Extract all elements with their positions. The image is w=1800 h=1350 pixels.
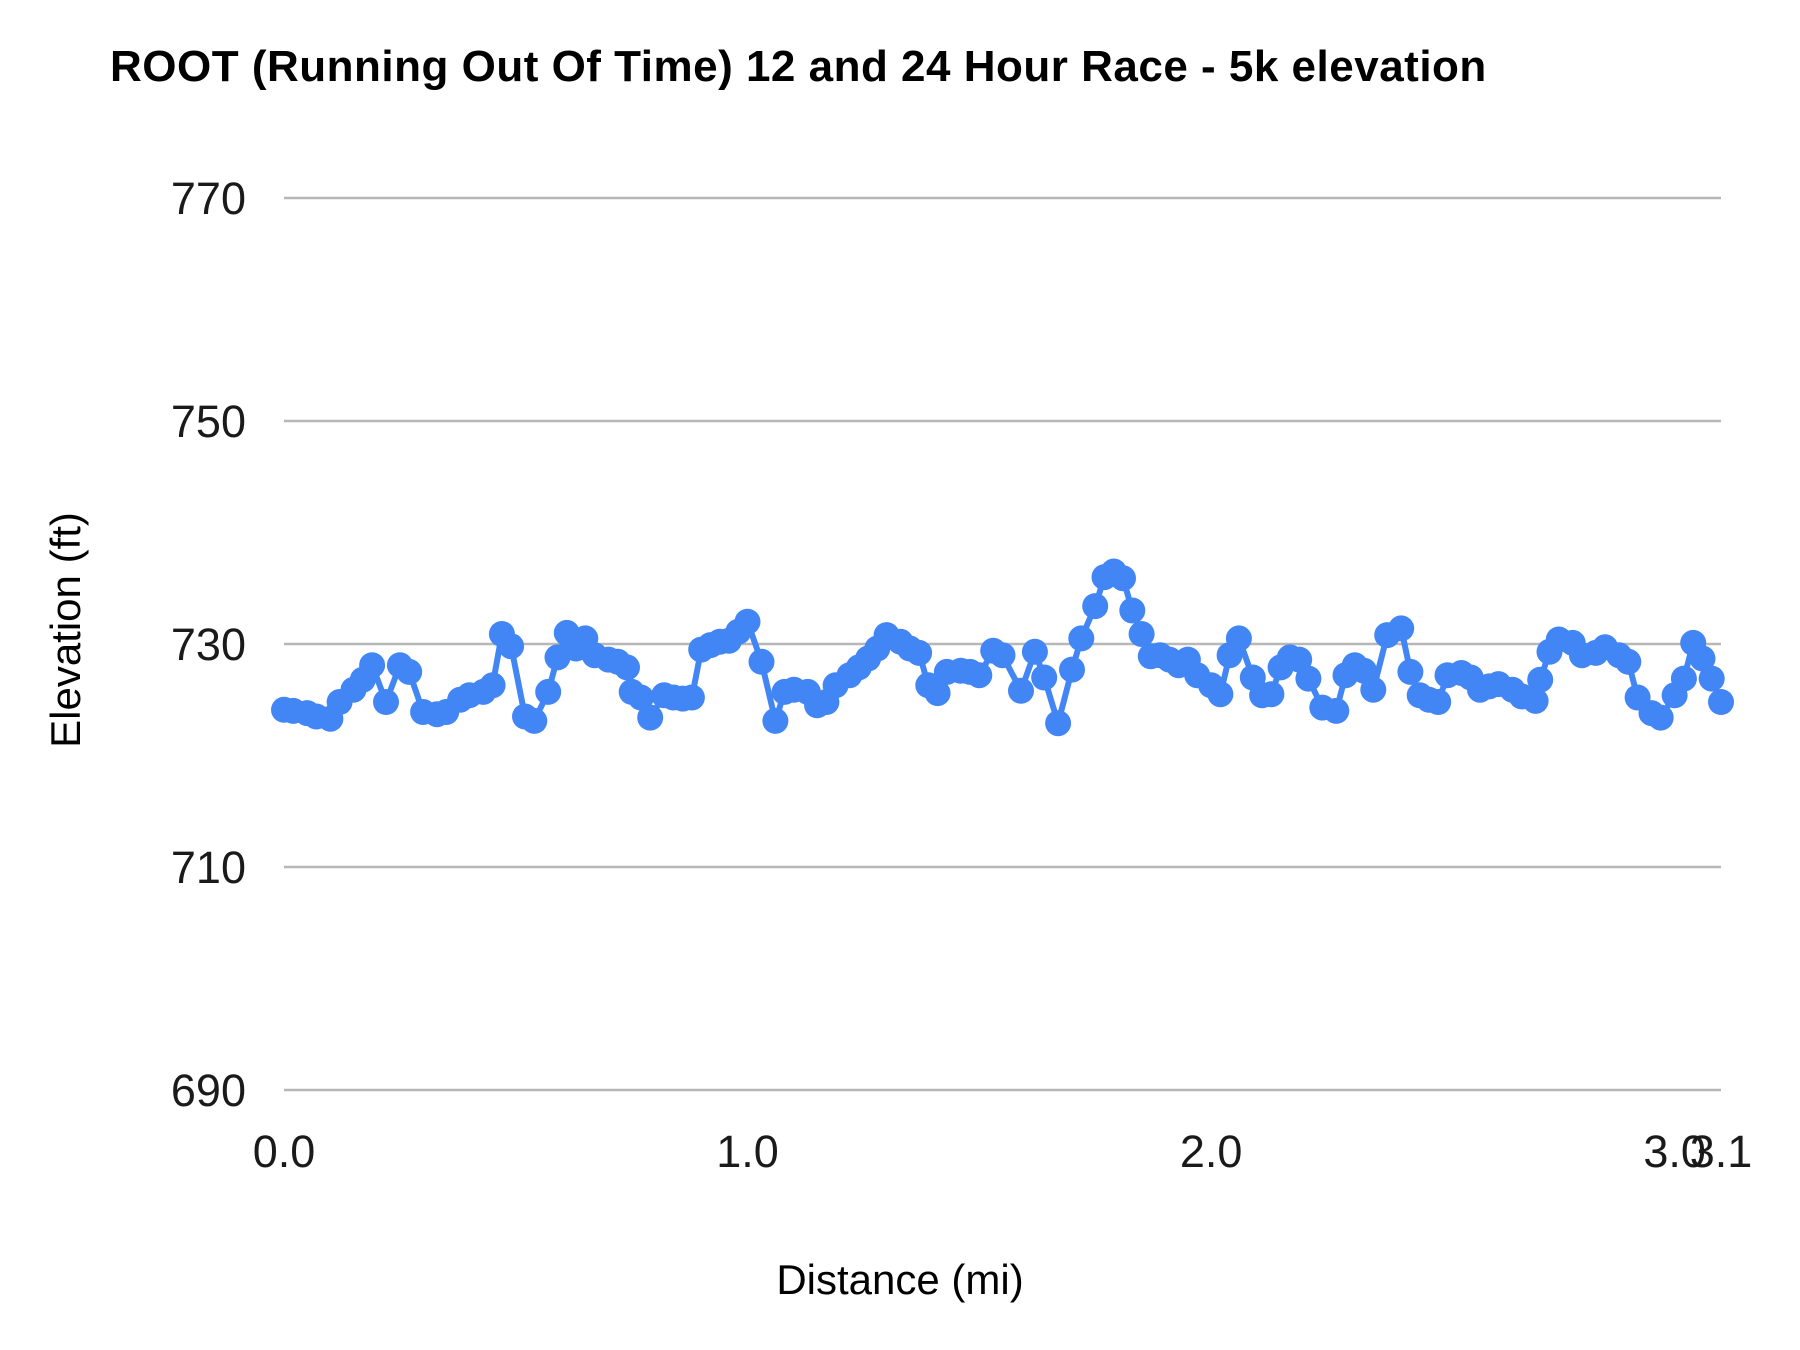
y-tick-label-710: 710 (171, 842, 246, 893)
data-point-marker (1698, 665, 1725, 692)
data-point-marker (1397, 658, 1424, 685)
x-tick-label-0.0: 0.0 (253, 1126, 316, 1177)
data-point-marker (1045, 710, 1072, 737)
data-point-marker (1360, 676, 1387, 703)
data-point-marker (1207, 681, 1234, 708)
data-point-marker (479, 672, 506, 699)
data-point-marker (1527, 666, 1554, 693)
y-tick-label-730: 730 (171, 619, 246, 670)
data-point-marker (1225, 625, 1252, 652)
data-point-marker (614, 654, 640, 681)
data-point-marker (1647, 704, 1674, 731)
data-point-marker (359, 652, 386, 679)
data-point-marker (1425, 689, 1452, 715)
data-point-marker (748, 648, 775, 675)
x-tick-label-2.0: 2.0 (1180, 1126, 1243, 1177)
y-tick-label-770: 770 (171, 173, 246, 224)
data-point-marker (989, 642, 1016, 669)
data-point-marker (1082, 593, 1109, 620)
data-point-marker (627, 684, 654, 711)
data-point-marker (1021, 638, 1048, 665)
data-point-marker (1059, 656, 1085, 683)
data-point-marker (373, 689, 399, 715)
data-point-marker (1119, 597, 1146, 624)
data-point-marker (396, 658, 423, 685)
y-tick-label-750: 750 (171, 396, 246, 447)
data-point-marker (678, 684, 705, 711)
x-tick-label-3.1: 3.1 (1690, 1126, 1753, 1177)
data-point-marker (734, 608, 761, 635)
data-point-marker (1128, 621, 1155, 647)
data-point-marker (1295, 665, 1322, 692)
data-point-marker (924, 680, 951, 707)
data-point-marker (762, 707, 789, 734)
data-point-marker (1323, 697, 1350, 724)
chart-title: ROOT (Running Out Of Time) 12 and 24 Hou… (110, 42, 1487, 91)
y-tick-label-690: 690 (171, 1065, 246, 1116)
x-axis-title: Distance (mi) (776, 1256, 1024, 1303)
data-point-marker (1708, 689, 1734, 715)
y-tick-labels: 770 750 730 710 690 (171, 173, 246, 1116)
data-point-marker (535, 678, 562, 705)
data-point-marker (1008, 677, 1034, 704)
x-tick-label-1.0: 1.0 (716, 1126, 779, 1177)
data-point-marker (1388, 615, 1415, 642)
data-point-marker (1670, 665, 1697, 692)
data-point-marker (906, 639, 933, 666)
data-points (271, 558, 1734, 737)
data-point-marker (966, 662, 993, 689)
data-point-marker (1258, 681, 1285, 708)
data-point-marker (1031, 664, 1058, 691)
data-point-marker (1110, 565, 1136, 592)
data-point-marker (1068, 625, 1095, 652)
data-point-marker (498, 633, 525, 660)
data-point-marker (637, 704, 664, 731)
data-point-marker (1522, 687, 1549, 714)
data-point-marker (521, 707, 548, 734)
x-tick-label-3.0: 3.0 (1643, 1126, 1706, 1177)
x-tick-labels: 0.0 1.0 2.0 3.03.1 (253, 1126, 1753, 1177)
data-point-marker (1689, 645, 1716, 672)
data-point-marker (1615, 648, 1642, 675)
